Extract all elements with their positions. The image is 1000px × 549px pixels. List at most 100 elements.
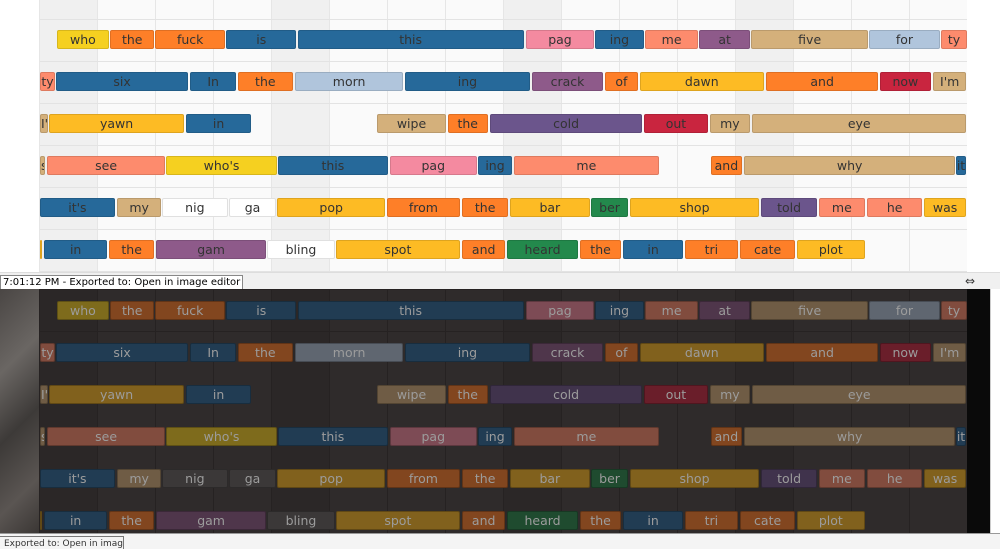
word-block[interactable]: and — [711, 427, 742, 446]
word-block[interactable]: bar — [509, 198, 590, 217]
word-block[interactable]: gam — [156, 511, 267, 530]
word-block[interactable]: and — [766, 72, 879, 91]
word-block[interactable]: plot — [796, 511, 865, 530]
word-block[interactable]: this — [277, 156, 388, 175]
word-block[interactable]: ing — [404, 343, 531, 362]
word-block[interactable]: see — [40, 156, 46, 175]
word-block[interactable]: fuck — [155, 30, 225, 49]
word-block[interactable]: out — [643, 114, 709, 133]
word-block[interactable]: was — [923, 469, 967, 488]
word-block[interactable]: crack — [531, 343, 604, 362]
word-block[interactable]: shop — [629, 198, 760, 217]
word-block[interactable]: in — [186, 385, 252, 404]
word-block[interactable]: ga — [229, 198, 277, 217]
word-block[interactable]: In — [190, 343, 237, 362]
word-block[interactable]: and — [711, 156, 742, 175]
word-block[interactable]: the — [109, 511, 155, 530]
word-block[interactable]: the — [110, 30, 155, 49]
word-block[interactable]: out — [643, 385, 709, 404]
word-block[interactable]: cold — [490, 114, 643, 133]
word-block[interactable]: the — [579, 240, 622, 259]
word-block[interactable]: ing — [477, 156, 513, 175]
word-block[interactable]: it's — [955, 156, 967, 175]
word-block[interactable]: the — [110, 301, 155, 320]
word-block[interactable]: ty — [40, 72, 56, 91]
word-block[interactable]: why — [744, 156, 956, 175]
word-block[interactable]: ber — [591, 469, 629, 488]
word-block[interactable]: cate — [740, 240, 796, 259]
word-block[interactable]: me — [644, 30, 699, 49]
word-block[interactable]: eye — [752, 114, 967, 133]
word-block[interactable]: shop — [629, 469, 760, 488]
word-block[interactable]: w — [40, 511, 42, 530]
word-block[interactable]: bar — [509, 469, 590, 488]
word-block[interactable]: who's — [165, 427, 278, 446]
word-block[interactable]: the — [579, 511, 622, 530]
word-block[interactable]: is — [226, 301, 297, 320]
word-block[interactable]: morn — [295, 72, 404, 91]
word-block[interactable]: ing — [595, 30, 644, 49]
word-block[interactable]: now — [879, 343, 931, 362]
word-block[interactable]: ing — [477, 427, 513, 446]
word-block[interactable]: ing — [404, 72, 531, 91]
word-block[interactable]: and — [766, 343, 879, 362]
horizontal-resize-icon[interactable]: ⇔ — [965, 274, 976, 288]
word-block[interactable]: from — [386, 198, 460, 217]
word-block[interactable]: my — [117, 198, 162, 217]
word-block[interactable]: me — [818, 469, 865, 488]
word-block[interactable]: me — [513, 427, 659, 446]
word-block[interactable]: wipe — [376, 385, 446, 404]
word-block[interactable]: heard — [506, 240, 579, 259]
word-block[interactable]: I'm — [40, 385, 49, 404]
word-block[interactable]: pop — [277, 198, 386, 217]
word-block[interactable]: of — [604, 72, 638, 91]
word-block[interactable]: spot — [335, 240, 460, 259]
word-block[interactable]: plot — [796, 240, 865, 259]
word-block[interactable]: six — [56, 72, 188, 91]
word-block[interactable]: in — [44, 511, 108, 530]
word-block[interactable]: pag — [389, 427, 477, 446]
word-block[interactable]: ty — [940, 30, 968, 49]
word-block[interactable]: the — [237, 72, 293, 91]
word-block[interactable]: ty — [940, 301, 968, 320]
word-block[interactable]: see — [46, 156, 166, 175]
word-block[interactable]: see — [46, 427, 166, 446]
word-block[interactable]: ty — [40, 343, 56, 362]
word-block[interactable]: he — [867, 469, 923, 488]
word-block[interactable]: ga — [229, 469, 277, 488]
word-block[interactable]: ber — [591, 198, 629, 217]
word-block[interactable]: the — [462, 198, 509, 217]
word-block[interactable]: cold — [490, 385, 643, 404]
word-block[interactable]: gam — [156, 240, 267, 259]
word-block[interactable]: for — [869, 30, 940, 49]
word-block[interactable]: the — [109, 240, 155, 259]
word-block[interactable]: from — [386, 469, 460, 488]
word-block[interactable]: ing — [595, 301, 644, 320]
word-block[interactable]: it's — [40, 469, 115, 488]
word-block[interactable]: this — [277, 427, 388, 446]
word-block[interactable]: this — [297, 301, 524, 320]
scrollbar[interactable] — [990, 289, 1000, 533]
word-block[interactable]: pag — [389, 156, 477, 175]
word-block[interactable]: six — [56, 343, 188, 362]
word-block[interactable]: bling — [266, 240, 336, 259]
word-block[interactable]: the — [462, 469, 509, 488]
word-block[interactable]: tri — [684, 240, 738, 259]
word-block[interactable]: it's — [40, 198, 115, 217]
word-block[interactable]: pag — [526, 30, 594, 49]
word-block[interactable]: is — [226, 30, 297, 49]
word-block[interactable]: in — [186, 114, 252, 133]
word-block[interactable]: this — [297, 30, 524, 49]
word-block[interactable]: at — [698, 301, 751, 320]
word-block[interactable]: of — [604, 343, 638, 362]
word-block[interactable]: w — [40, 240, 42, 259]
word-block[interactable]: it's — [955, 427, 967, 446]
word-block[interactable]: the — [447, 114, 488, 133]
word-block[interactable]: told — [760, 198, 818, 217]
word-block[interactable]: my — [117, 469, 162, 488]
word-block[interactable]: at — [698, 30, 751, 49]
word-block[interactable]: the — [237, 343, 293, 362]
word-block[interactable]: In — [190, 72, 237, 91]
word-block[interactable]: who's — [165, 156, 278, 175]
word-block[interactable]: pag — [526, 301, 594, 320]
